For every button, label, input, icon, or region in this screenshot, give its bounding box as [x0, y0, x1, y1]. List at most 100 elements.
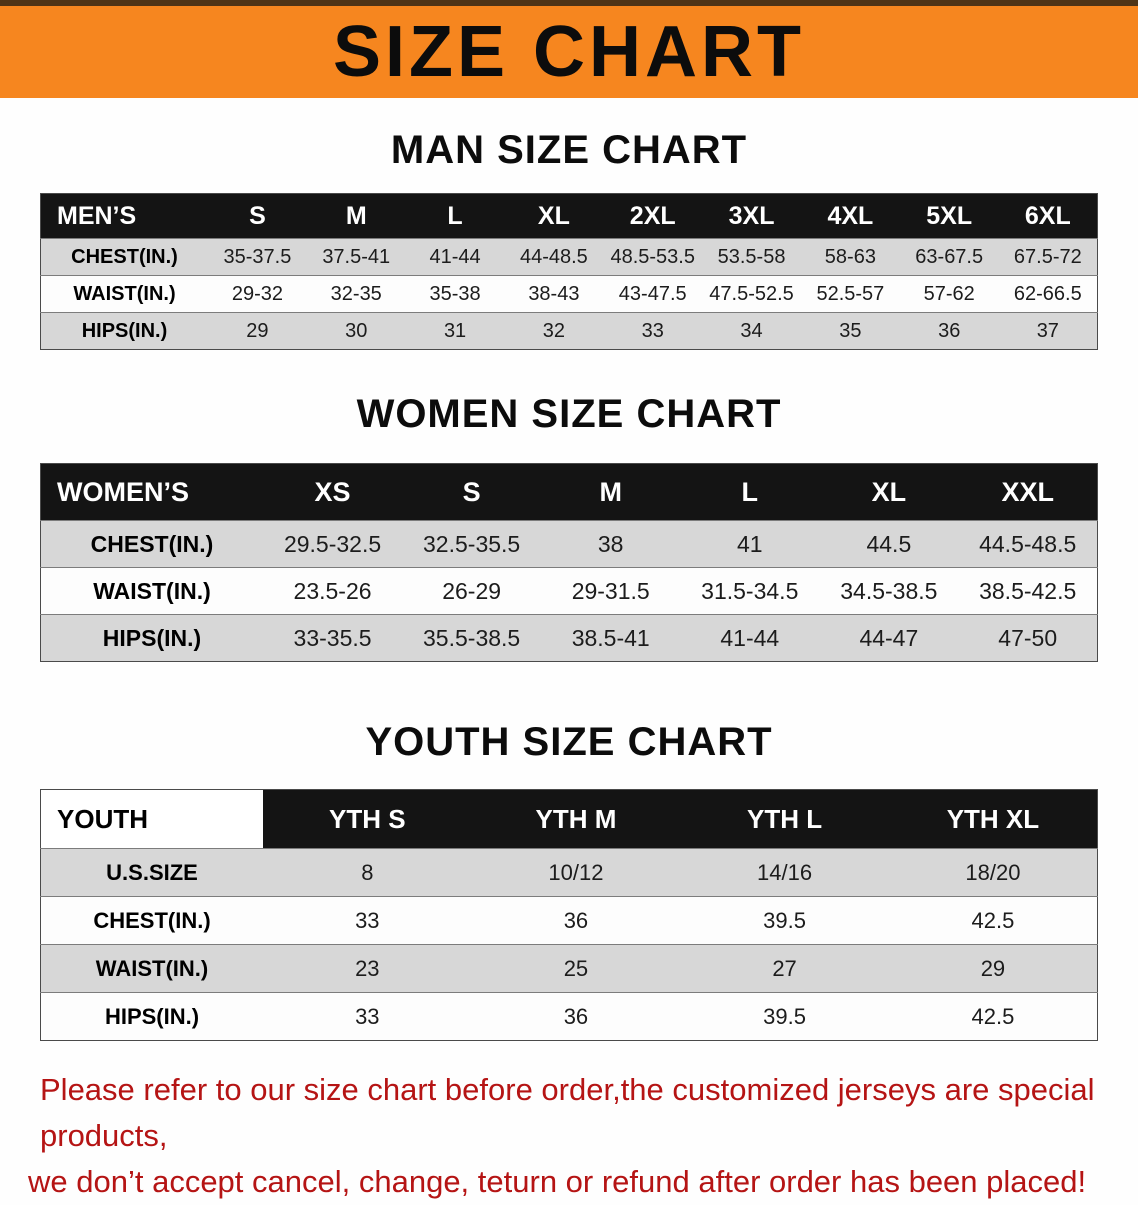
- size-value-cell: 38.5-41: [571, 624, 650, 651]
- order-notice-line-1: Please refer to our size chart before or…: [40, 1072, 1095, 1153]
- table-row: HIPS(IN.) 33 36 39.5 42.5: [40, 992, 1098, 1041]
- table-row: WAIST(IN.) 23.5-26 26-29 29-31.5 31.5-34.5 34…: [40, 567, 1098, 615]
- measurement-label-cell: U.S.SIZE: [106, 859, 198, 885]
- size-value-cell: 29: [246, 319, 269, 342]
- size-value-cell: 62-66.5: [1013, 282, 1082, 305]
- size-value-cell: 37: [1036, 319, 1059, 342]
- size-column-header: YTH XL: [888, 789, 1098, 849]
- size-value-cell: 44.5-48.5: [979, 530, 1077, 557]
- size-column-header: XS: [263, 463, 403, 521]
- measurement-label-cell: HIPS(IN.): [81, 319, 168, 342]
- table-row: HIPS(IN.) 29 30 31 32 33 34 35 36 37: [40, 312, 1098, 350]
- man-size-section: MAN SIZE CHART MEN’S S M L XL 2XL 3XL 4XL 5XL 6XL…: [0, 128, 1138, 350]
- women-size-section: WOMEN SIZE CHART WOMEN’S XS S M L XL XXL CHEST(…: [0, 392, 1138, 662]
- youth-size-table: YOUTH YTH S YTH M YTH L YTH XL U.S.SIZE 8 10/12…: [40, 789, 1098, 1041]
- table-title-cell: MEN’S: [40, 193, 208, 239]
- size-column-header: M: [541, 463, 681, 521]
- man-size-table: MEN’S S M L XL 2XL 3XL 4XL 5XL 6XL CHEST(IN.) 35-37…: [40, 193, 1098, 350]
- size-column-header: M: [306, 193, 406, 239]
- size-value-cell: 30: [345, 319, 368, 342]
- size-column-header: XXL: [958, 463, 1098, 521]
- banner: SIZE CHART: [0, 0, 1138, 98]
- size-value-cell: 35: [839, 319, 862, 342]
- size-value-cell: 23: [355, 955, 380, 981]
- size-column-header: 3XL: [702, 193, 801, 239]
- table-header-row: WOMEN’S XS S M L XL XXL: [40, 463, 1098, 521]
- size-value-cell: 35.5-38.5: [423, 624, 521, 651]
- size-column-header: YTH L: [680, 789, 889, 849]
- size-value-cell: 42.5: [971, 907, 1015, 933]
- youth-size-heading: YOUTH SIZE CHART: [365, 720, 773, 764]
- table-row: WAIST(IN.) 29-32 32-35 35-38 38-43 43-47.5 47.…: [40, 275, 1098, 313]
- size-column-header: XL: [819, 463, 959, 521]
- size-value-cell: 29: [980, 955, 1006, 981]
- page-title: SIZE CHART: [333, 12, 805, 92]
- size-value-cell: 35-38: [429, 282, 481, 305]
- size-value-cell: 41: [736, 530, 763, 557]
- table-row: CHEST(IN.) 33 36 39.5 42.5: [40, 896, 1098, 945]
- size-column-header: L: [405, 193, 505, 239]
- table-row: U.S.SIZE 8 10/12 14/16 18/20: [40, 848, 1098, 897]
- table-row: WAIST(IN.) 23 25 27 29: [40, 944, 1098, 993]
- size-value-cell: 23.5-26: [293, 577, 372, 604]
- size-value-cell: 38-43: [528, 282, 580, 305]
- size-value-cell: 37.5-41: [322, 245, 391, 268]
- size-column-header: YTH M: [471, 789, 681, 849]
- size-value-cell: 14/16: [757, 859, 813, 885]
- size-value-cell: 38.5-42.5: [979, 577, 1077, 604]
- women-size-heading: WOMEN SIZE CHART: [356, 392, 782, 436]
- table-header-row: YOUTH YTH S YTH M YTH L YTH XL: [40, 789, 1098, 849]
- size-value-cell: 58-63: [824, 245, 876, 268]
- measurement-label-cell: WAIST(IN.): [73, 282, 176, 305]
- size-value-cell: 41-44: [720, 624, 780, 651]
- size-value-cell: 52.5-57: [816, 282, 885, 305]
- size-value-cell: 57-62: [923, 282, 975, 305]
- size-value-cell: 32.5-35.5: [423, 530, 521, 557]
- size-value-cell: 8: [361, 859, 374, 885]
- women-size-table: WOMEN’S XS S M L XL XXL CHEST(IN.) 29.5-32.5 32.5…: [40, 463, 1098, 662]
- man-size-heading: MAN SIZE CHART: [390, 128, 748, 172]
- size-value-cell: 29-32: [231, 282, 283, 305]
- size-value-cell: 44.5: [866, 530, 912, 557]
- size-value-cell: 10/12: [548, 859, 604, 885]
- size-column-header: L: [680, 463, 820, 521]
- size-value-cell: 48.5-53.5: [610, 245, 695, 268]
- size-column-header: XL: [504, 193, 604, 239]
- size-value-cell: 43-47.5: [618, 282, 687, 305]
- table-row: CHEST(IN.) 29.5-32.5 32.5-35.5 38 41 44.5 44.5…: [40, 520, 1098, 568]
- size-column-header: 4XL: [800, 193, 900, 239]
- table-header-row: MEN’S S M L XL 2XL 3XL 4XL 5XL 6XL: [40, 193, 1098, 239]
- measurement-label-cell: CHEST(IN.): [90, 530, 214, 557]
- measurement-label-cell: CHEST(IN.): [71, 245, 178, 268]
- size-value-cell: 29-31.5: [571, 577, 650, 604]
- size-column-header: 5XL: [899, 193, 999, 239]
- size-value-cell: 34: [740, 319, 763, 342]
- order-notice-line-2: we don’t accept cancel, change, teturn o…: [28, 1164, 1087, 1199]
- size-value-cell: 29.5-32.5: [283, 530, 382, 557]
- size-value-cell: 18/20: [965, 859, 1021, 885]
- order-notice: Please refer to our size chart before or…: [0, 1067, 1138, 1205]
- size-value-cell: 39.5: [763, 1003, 806, 1029]
- measurement-label-cell: HIPS(IN.): [104, 1003, 200, 1029]
- table-title-cell: WOMEN’S: [40, 463, 263, 521]
- size-value-cell: 53.5-58: [717, 245, 786, 268]
- size-value-cell: 67.5-72: [1013, 245, 1082, 268]
- size-value-cell: 27: [772, 955, 797, 981]
- size-value-cell: 33: [641, 319, 664, 342]
- size-value-cell: 44-48.5: [519, 245, 588, 268]
- size-column-header: 2XL: [603, 193, 703, 239]
- size-value-cell: 26-29: [442, 577, 502, 604]
- size-value-cell: 36: [563, 1003, 589, 1029]
- size-value-cell: 36: [938, 319, 961, 342]
- size-value-cell: 39.5: [763, 907, 806, 933]
- table-row: CHEST(IN.) 35-37.5 37.5-41 41-44 44-48.5 48.5…: [40, 238, 1098, 276]
- size-value-cell: 47-50: [998, 624, 1058, 651]
- size-value-cell: 31.5-34.5: [701, 577, 799, 604]
- size-value-cell: 42.5: [971, 1003, 1015, 1029]
- measurement-label-cell: WAIST(IN.): [95, 955, 209, 981]
- table-row: HIPS(IN.) 33-35.5 35.5-38.5 38.5-41 41-44 44-…: [40, 614, 1098, 662]
- size-value-cell: 33: [355, 907, 380, 933]
- size-value-cell: 31: [443, 319, 467, 342]
- measurement-label-cell: HIPS(IN.): [102, 624, 202, 651]
